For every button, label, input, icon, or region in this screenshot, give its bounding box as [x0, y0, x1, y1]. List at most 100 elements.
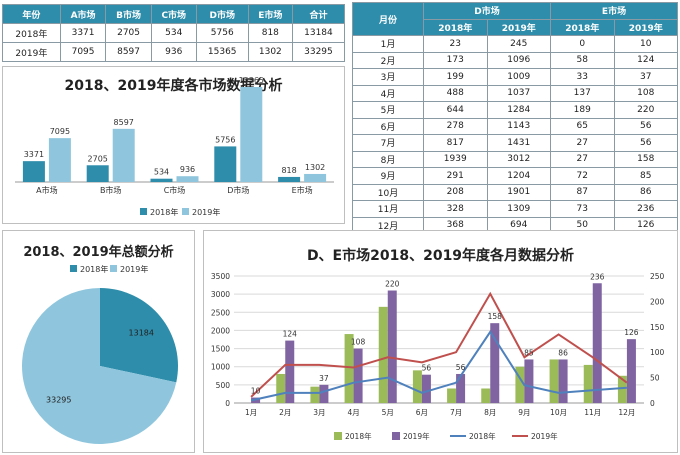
- bar: [378, 306, 388, 403]
- table-row: 2019年 7095 8597 936 15365 1302 33295: [2, 42, 346, 62]
- table-cell: 73: [550, 200, 615, 218]
- table-cell: 6月: [352, 117, 424, 135]
- table-cell: 33295: [291, 42, 346, 62]
- column-header: 合计: [291, 4, 346, 24]
- column-header: 年份: [2, 4, 61, 24]
- table-cell: 278: [423, 117, 488, 135]
- data-label: 85: [524, 348, 534, 357]
- table-row: 4月 488 1037 137 108: [352, 84, 678, 102]
- table-cell: 328: [423, 200, 488, 218]
- column-header: 2019年: [613, 18, 678, 36]
- y-tick-label: 2000: [211, 326, 230, 335]
- table-cell: 1309: [486, 200, 551, 218]
- table-cell: 245: [486, 35, 551, 53]
- pie-slice: [100, 288, 179, 383]
- x-tick-label: C市场: [164, 185, 186, 195]
- bar: [481, 388, 491, 403]
- table-cell: 291: [423, 167, 488, 185]
- legend-label: 2019年: [531, 431, 558, 441]
- table-row: 8月 1939 3012 27 158: [352, 150, 678, 168]
- table-cell: 1901: [486, 183, 551, 201]
- table-cell: 11月: [352, 200, 424, 218]
- column-header: 2019年: [486, 18, 551, 36]
- table-row: 2018年 3371 2705 534 5756 818 13184: [2, 23, 346, 43]
- data-label: 1302: [305, 163, 325, 172]
- x-tick-label: 2月: [279, 408, 291, 417]
- monthly-combo-chart-panel: D、E市场2018、2019年度各月数据分析 0 500 1000 1500 2000 2…: [203, 230, 678, 453]
- table-cell: 27: [550, 150, 615, 168]
- legend-label: 2019年: [403, 431, 430, 441]
- table-cell: 2019年: [2, 42, 61, 62]
- data-label: 86: [558, 348, 568, 357]
- table-cell: 13184: [291, 23, 346, 43]
- column-group-header: E市场: [550, 2, 678, 20]
- bar: [583, 364, 593, 403]
- table-cell: 1143: [486, 117, 551, 135]
- bar: [240, 87, 263, 182]
- bar: [86, 165, 109, 182]
- chart-title: 2018、2019年总额分析: [23, 245, 174, 260]
- table-row: 7月 817 1431 27 56: [352, 134, 678, 152]
- bar: [447, 388, 457, 403]
- y-tick-label: 2500: [211, 308, 230, 317]
- column-header: A市场: [59, 4, 107, 24]
- y-tick-label: 3500: [211, 272, 230, 281]
- market-bar-chart-panel: 2018、2019年度各市场数据分析 3371 7095 A市场 2705 8597 B市…: [2, 66, 345, 224]
- summary-table: 年份 A市场 B市场 C市场 D市场 E市场 合计 2018年 3371 2705 534 5756…: [2, 4, 346, 62]
- table-row: 10月 208 1901 87 86: [352, 183, 678, 201]
- column-header: C市场: [150, 4, 197, 24]
- bar: [214, 146, 237, 182]
- bar: [524, 359, 534, 403]
- column-group-header: D市场: [423, 2, 551, 20]
- bar: [48, 138, 71, 182]
- data-label: 3371: [24, 150, 44, 159]
- bar: [515, 366, 525, 403]
- x-tick-label: 4月: [347, 408, 359, 417]
- table-cell: 2705: [105, 23, 152, 43]
- series-line: [250, 291, 628, 398]
- table-cell: 85: [613, 167, 678, 185]
- total-pie-chart: 2018年 2019年 13184 33295: [22, 264, 179, 444]
- bar: [112, 128, 135, 182]
- table-cell: 10: [613, 35, 678, 53]
- legend-label: 2018年: [345, 431, 372, 441]
- table-cell: 3月: [352, 68, 424, 86]
- table-cell: 7095: [59, 42, 107, 62]
- data-label: 37: [319, 374, 329, 383]
- table-cell: 56: [613, 134, 678, 152]
- table-cell: 208: [423, 183, 488, 201]
- bar: [617, 375, 627, 403]
- data-label: 10: [251, 387, 261, 396]
- table-cell: 10月: [352, 183, 424, 201]
- bar: [387, 290, 397, 403]
- bar: [319, 384, 329, 403]
- legend-label: 2019年: [120, 264, 148, 274]
- table-cell: 158: [613, 150, 678, 168]
- total-pie-chart-panel: 2018、2019年总额分析 2018年 2019年 13184 33295: [2, 230, 195, 453]
- table-cell: 56: [613, 117, 678, 135]
- data-label: 8597: [114, 118, 134, 127]
- legend-swatch: [334, 432, 342, 440]
- data-label: 56: [422, 364, 432, 373]
- data-label: 236: [590, 272, 605, 281]
- table-cell: 7月: [352, 134, 424, 152]
- table-cell: 126: [613, 216, 678, 234]
- table-cell: 1939: [423, 150, 488, 168]
- data-label: 220: [385, 280, 400, 289]
- bar: [304, 173, 327, 182]
- column-header: E市场: [247, 4, 293, 24]
- bar: [22, 161, 45, 182]
- bar: [421, 374, 431, 403]
- y2-tick-label: 0: [650, 399, 655, 408]
- monthly-combo-chart: 0 500 1000 1500 2000 2500 3000 3500 0 50 100 150 200…: [211, 272, 665, 441]
- y2-tick-label: 100: [650, 348, 665, 357]
- pie-slice: [22, 288, 177, 444]
- table-cell: 1096: [486, 51, 551, 69]
- table-cell: 189: [550, 101, 615, 119]
- bar: [150, 178, 173, 182]
- table-cell: 72: [550, 167, 615, 185]
- summary-table-header: 年份 A市场 B市场 C市场 D市场 E市场 合计: [2, 4, 346, 24]
- table-cell: 9月: [352, 167, 424, 185]
- bar: [626, 339, 636, 403]
- table-cell: 199: [423, 68, 488, 86]
